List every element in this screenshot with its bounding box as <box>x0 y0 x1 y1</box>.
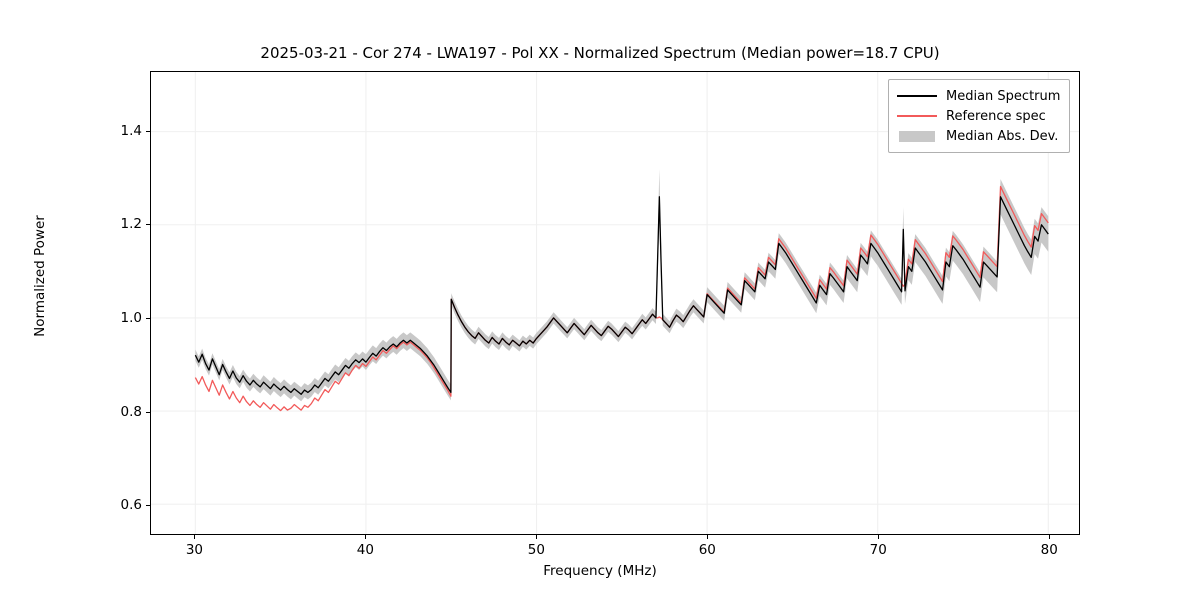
y-tick-mark <box>146 224 150 226</box>
y-tick-label: 1.0 <box>120 309 142 326</box>
y-tick-label: 0.8 <box>120 403 142 420</box>
x-tick-mark <box>194 535 196 539</box>
legend-patch-swatch-mad <box>897 129 937 143</box>
y-tick-mark <box>146 505 150 507</box>
plot-svg <box>151 72 1079 534</box>
x-tick-label: 80 <box>1040 542 1058 558</box>
x-axis-label: Frequency (MHz) <box>543 563 657 579</box>
mad-band-area <box>195 168 1049 402</box>
legend-item-mad: Median Abs. Dev. <box>897 126 1060 146</box>
legend-item-reference: Reference spec <box>897 106 1060 126</box>
y-tick-label: 1.4 <box>120 122 142 139</box>
legend-label-reference: Reference spec <box>946 108 1046 124</box>
legend-label-median: Median Spectrum <box>946 88 1061 104</box>
y-tick-mark <box>146 130 150 132</box>
y-tick-mark <box>146 317 150 319</box>
y-tick-label: 0.6 <box>120 497 142 514</box>
y-axis-label: Normalized Power <box>32 215 48 337</box>
x-tick-label: 50 <box>527 542 545 558</box>
x-tick-label: 40 <box>356 542 374 558</box>
legend-line-swatch-median <box>897 89 937 103</box>
x-tick-mark <box>707 535 709 539</box>
grid-lines <box>151 72 1079 534</box>
legend-label-mad: Median Abs. Dev. <box>946 128 1059 144</box>
x-tick-mark <box>878 535 880 539</box>
y-tick-mark <box>146 411 150 413</box>
y-tick-label: 1.2 <box>120 216 142 233</box>
x-tick-label: 70 <box>869 542 887 558</box>
x-tick-mark <box>536 535 538 539</box>
x-tick-label: 30 <box>185 542 204 558</box>
median-spectrum-line <box>194 196 1049 395</box>
x-tick-mark <box>1049 535 1051 539</box>
legend-line-swatch-reference <box>897 109 937 123</box>
legend-item-median: Median Spectrum <box>897 86 1060 106</box>
x-tick-label: 60 <box>698 542 716 558</box>
chart-title: 2025-03-21 - Cor 274 - LWA197 - Pol XX -… <box>260 44 940 62</box>
chart-legend: Median Spectrum Reference spec Median Ab… <box>888 79 1071 153</box>
y-axis-ticks: 0.6 0.8 1.0 1.2 1.4 <box>92 71 142 535</box>
x-tick-mark <box>365 535 367 539</box>
